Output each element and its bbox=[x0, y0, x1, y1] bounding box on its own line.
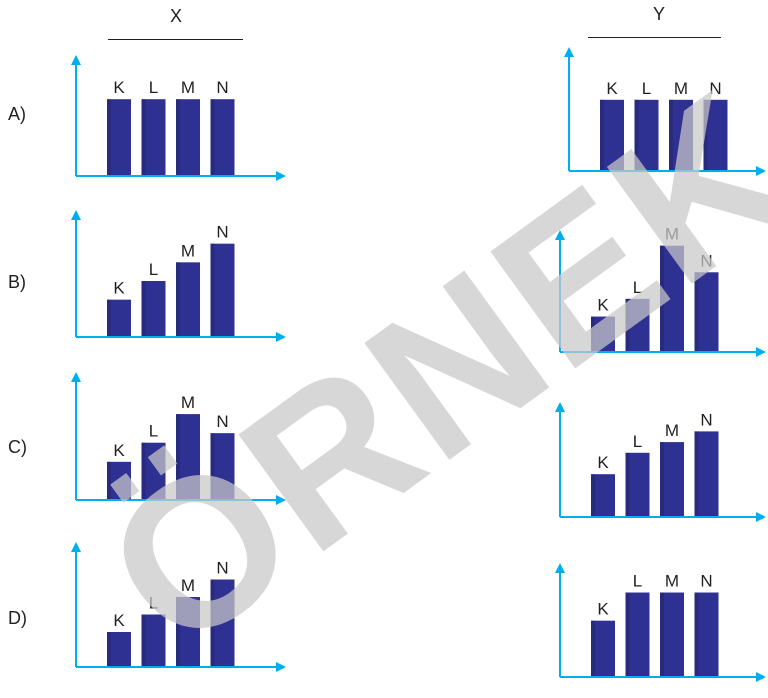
bar-shade-k bbox=[107, 99, 111, 176]
bar-shade-k bbox=[591, 620, 595, 677]
bar-shade-l bbox=[625, 592, 630, 677]
bar-label-m: M bbox=[674, 79, 688, 98]
bar-shade-m bbox=[660, 592, 664, 677]
bar-label-l: L bbox=[149, 422, 158, 441]
bar-label-m: M bbox=[181, 78, 195, 97]
bar-label-n: N bbox=[700, 572, 712, 591]
x-axis-arrow-icon bbox=[756, 166, 766, 176]
bar-label-k: K bbox=[606, 79, 618, 98]
bar-shade-k bbox=[600, 99, 604, 171]
bar-chart-c-x: K L M N bbox=[71, 372, 286, 505]
bar-shade-k bbox=[591, 316, 595, 352]
x-axis-arrow-icon bbox=[756, 512, 766, 522]
row-label-a: A) bbox=[8, 104, 26, 124]
bar-shade-n bbox=[210, 243, 215, 337]
bar-label-l: L bbox=[642, 79, 651, 98]
bar-shade-n bbox=[210, 99, 215, 176]
column-header-y: Y bbox=[653, 4, 666, 24]
bar-shade-l bbox=[141, 281, 146, 337]
y-axis-arrow-icon bbox=[555, 563, 565, 573]
row-label-b: B) bbox=[8, 272, 26, 292]
bar-shade-l bbox=[141, 99, 146, 176]
bar-chart-c-y: K L M N bbox=[555, 402, 766, 522]
bar-shade-l bbox=[625, 298, 630, 352]
y-axis-arrow-icon bbox=[555, 402, 565, 412]
bar-shade-l bbox=[625, 452, 630, 517]
column-header-x-underline bbox=[108, 39, 243, 40]
bar-label-m: M bbox=[181, 241, 195, 260]
bar-shade-m bbox=[176, 597, 180, 667]
y-axis-arrow-icon bbox=[71, 372, 81, 382]
x-axis-arrow-icon bbox=[276, 171, 286, 181]
bar-shade-l bbox=[634, 99, 639, 171]
y-axis-arrow-icon bbox=[71, 210, 81, 220]
column-header-x: X bbox=[170, 6, 183, 26]
bar-shade-k bbox=[107, 632, 111, 667]
bar-label-l: L bbox=[633, 432, 642, 451]
bar-label-m: M bbox=[181, 393, 195, 412]
row-label-d: D) bbox=[8, 608, 27, 628]
y-axis-arrow-icon bbox=[71, 55, 81, 65]
row-label-c: C) bbox=[8, 437, 27, 457]
x-axis-arrow-icon bbox=[756, 347, 766, 357]
bar-shade-n bbox=[694, 592, 699, 677]
bar-label-k: K bbox=[113, 441, 125, 460]
bar-shade-n bbox=[210, 433, 215, 500]
bar-label-m: M bbox=[665, 225, 679, 244]
bar-chart-b-x: K L M N bbox=[71, 210, 286, 342]
bar-label-l: L bbox=[633, 572, 642, 591]
bar-shade-m bbox=[660, 245, 664, 352]
y-axis-arrow-icon bbox=[71, 542, 81, 552]
bar-label-n: N bbox=[700, 251, 712, 270]
bar-shade-l bbox=[141, 442, 146, 500]
bar-label-k: K bbox=[113, 611, 125, 630]
bar-label-m: M bbox=[181, 576, 195, 595]
bar-shade-l bbox=[141, 614, 146, 667]
bar-label-k: K bbox=[113, 78, 125, 97]
bar-label-n: N bbox=[709, 79, 721, 98]
x-axis-arrow-icon bbox=[276, 662, 286, 672]
bar-shade-m bbox=[176, 99, 180, 176]
bar-label-n: N bbox=[216, 412, 228, 431]
x-axis-arrow-icon bbox=[276, 332, 286, 342]
y-axis-arrow-icon bbox=[564, 47, 574, 57]
bar-chart-a-y: K L M N bbox=[564, 47, 766, 176]
x-axis-arrow-icon bbox=[276, 495, 286, 505]
bar-shade-n bbox=[210, 579, 215, 667]
bar-chart-a-x: K L M N bbox=[71, 55, 286, 181]
bar-shade-n bbox=[694, 431, 699, 517]
y-axis-arrow-icon bbox=[555, 230, 565, 240]
bar-chart-d-x: K L M N bbox=[71, 542, 286, 672]
bar-shade-n bbox=[703, 99, 708, 171]
bar-label-m: M bbox=[665, 421, 679, 440]
column-header-y-underline bbox=[588, 37, 721, 38]
bar-label-k: K bbox=[597, 453, 609, 472]
bar-label-l: L bbox=[149, 78, 158, 97]
x-axis-arrow-icon bbox=[756, 672, 766, 682]
bar-shade-m bbox=[660, 442, 664, 517]
bar-shade-k bbox=[107, 299, 111, 337]
bar-label-n: N bbox=[700, 410, 712, 429]
bar-chart-d-y: K L M N bbox=[555, 563, 766, 682]
bar-shade-n bbox=[694, 272, 699, 352]
bar-label-n: N bbox=[216, 78, 228, 97]
bar-label-n: N bbox=[216, 223, 228, 242]
bar-shade-m bbox=[176, 262, 180, 337]
bar-label-m: M bbox=[665, 572, 679, 591]
bar-shade-k bbox=[107, 461, 111, 500]
bar-label-k: K bbox=[113, 279, 125, 298]
bar-label-l: L bbox=[149, 594, 158, 613]
bar-label-n: N bbox=[216, 559, 228, 578]
bar-shade-m bbox=[669, 99, 673, 171]
bar-chart-b-y: K L M N bbox=[555, 225, 766, 357]
bar-label-l: L bbox=[633, 278, 642, 297]
bar-shade-m bbox=[176, 414, 180, 500]
bar-label-l: L bbox=[149, 260, 158, 279]
bar-label-k: K bbox=[597, 296, 609, 315]
bar-label-k: K bbox=[597, 600, 609, 619]
bar-shade-k bbox=[591, 474, 595, 517]
